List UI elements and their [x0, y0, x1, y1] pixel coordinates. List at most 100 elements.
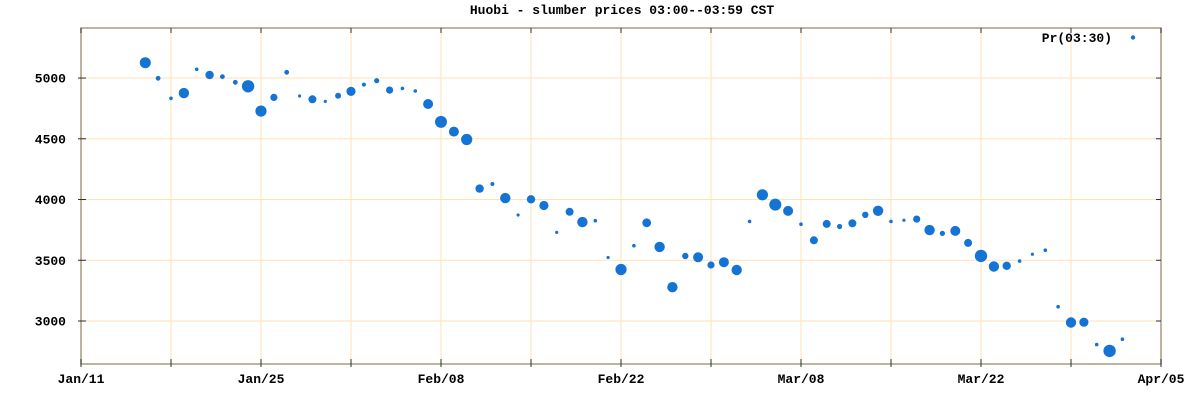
y-tick-label: 3000: [35, 314, 66, 329]
data-point: [232, 79, 238, 85]
data-point: [241, 80, 255, 93]
data-point: [194, 67, 199, 72]
data-point: [461, 133, 473, 146]
data-point: [1043, 248, 1048, 252]
data-point: [1103, 344, 1116, 358]
data-point: [799, 222, 803, 226]
data-point: [178, 87, 190, 99]
gridlines: [80, 28, 1162, 364]
data-point: [400, 86, 405, 91]
data-points: [139, 57, 1125, 358]
data-point: [386, 86, 394, 94]
data-point: [270, 93, 278, 101]
data-point: [606, 255, 610, 260]
data-point: [1120, 337, 1125, 342]
y-tick-label: 5000: [35, 72, 66, 87]
data-point: [155, 75, 161, 81]
data-point: [682, 252, 689, 260]
data-point: [335, 92, 342, 99]
y-tick-label: 3500: [35, 254, 66, 269]
data-point: [361, 82, 366, 87]
x-tick-label: Mar/22: [958, 372, 1005, 387]
data-point: [988, 261, 1000, 272]
data-point: [526, 195, 536, 204]
data-point: [565, 207, 574, 216]
data-point: [435, 115, 447, 128]
x-tick-label: Jan/25: [238, 372, 285, 387]
data-point: [516, 213, 520, 217]
data-point: [862, 211, 869, 218]
data-point: [667, 282, 678, 293]
data-point: [298, 94, 302, 98]
data-point: [642, 218, 652, 228]
data-point: [902, 218, 906, 222]
data-point: [1030, 252, 1034, 256]
data-point: [615, 263, 627, 276]
data-point: [950, 225, 961, 236]
data-point: [1094, 342, 1099, 347]
data-point: [205, 70, 214, 80]
x-tick-label: Jan/11: [58, 372, 105, 387]
x-tick-label: Feb/08: [418, 372, 465, 387]
data-point: [913, 215, 921, 223]
data-point: [837, 223, 843, 230]
data-point: [654, 241, 665, 253]
data-point: [924, 224, 935, 236]
data-point: [413, 89, 418, 93]
data-point: [593, 218, 598, 223]
data-point: [255, 105, 267, 117]
x-tick-label: Mar/08: [778, 372, 825, 387]
data-point: [783, 205, 794, 216]
data-point: [577, 216, 588, 228]
data-point: [1017, 259, 1022, 263]
data-point: [490, 182, 495, 186]
data-point: [718, 257, 729, 268]
data-point: [1079, 317, 1089, 327]
chart-title: Huobi - slumber prices 03:00--03:59 CST: [470, 3, 774, 18]
data-point: [756, 189, 769, 201]
legend-label: Pr(03:30): [1042, 31, 1112, 46]
data-point: [693, 252, 704, 263]
data-point: [555, 230, 559, 234]
data-point: [1056, 304, 1060, 309]
data-point: [747, 219, 752, 224]
y-tick-label: 4500: [35, 132, 66, 147]
legend: Pr(03:30): [1042, 31, 1136, 46]
x-tick-label: Feb/22: [598, 372, 645, 387]
data-point: [707, 261, 715, 269]
data-point: [889, 219, 893, 224]
x-axis-labels: Jan/11 Jan/25 Feb/08 Feb/22 Mar/08 Mar/22 Apr/…: [58, 372, 1185, 387]
legend-marker-icon: [1130, 35, 1136, 40]
data-point: [169, 96, 173, 101]
data-point: [731, 264, 742, 276]
data-point: [632, 243, 636, 248]
data-point: [1065, 317, 1077, 328]
data-point: [822, 219, 831, 228]
data-point: [346, 86, 356, 96]
data-point: [423, 99, 434, 109]
data-point: [139, 57, 151, 69]
y-tick-label: 4000: [35, 193, 66, 208]
data-point: [448, 126, 459, 137]
data-point: [848, 219, 857, 228]
data-point: [374, 78, 380, 84]
data-point: [220, 74, 225, 80]
y-axis-labels: 3000 3500 4000 4500 5000: [35, 72, 66, 330]
data-point: [1002, 261, 1011, 270]
data-point: [974, 249, 988, 263]
data-point: [872, 205, 884, 216]
data-point: [539, 200, 549, 211]
data-point: [500, 192, 511, 204]
data-point: [939, 230, 946, 236]
data-point: [308, 95, 317, 104]
x-tick-label: Apr/05: [1138, 372, 1185, 387]
data-point: [284, 69, 290, 75]
data-point: [964, 238, 973, 247]
data-point: [323, 99, 327, 103]
data-point: [475, 184, 484, 193]
axis-ticks: [78, 28, 1162, 367]
data-point: [809, 236, 818, 245]
data-point: [769, 198, 782, 211]
